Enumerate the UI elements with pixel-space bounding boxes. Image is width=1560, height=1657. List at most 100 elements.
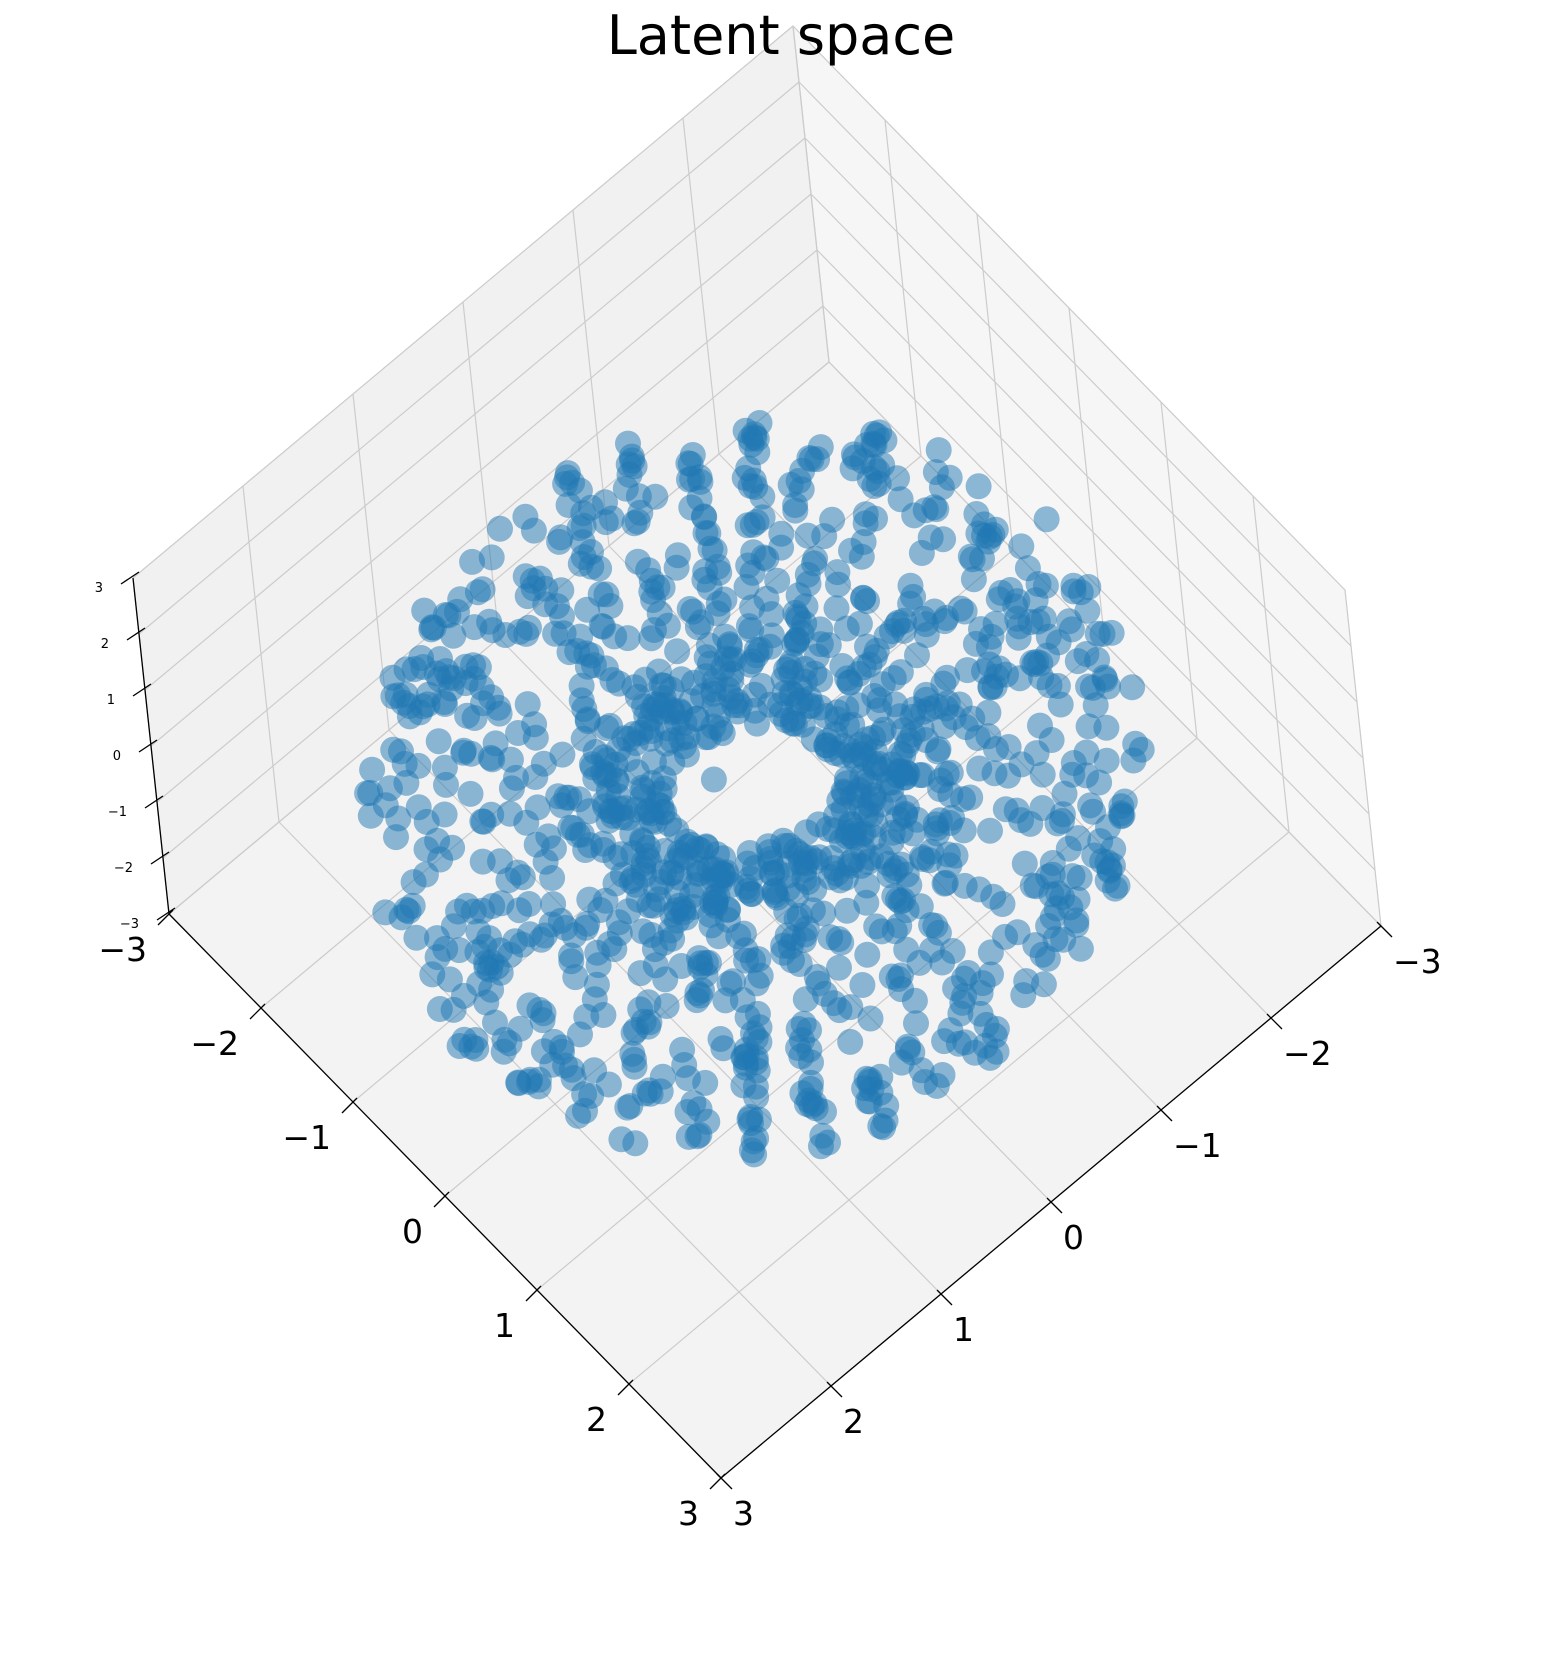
- scatter-point: [916, 695, 943, 722]
- scatter-point: [804, 446, 831, 473]
- scatter-point: [837, 852, 864, 879]
- scatter-point: [928, 474, 955, 501]
- scatter-point: [865, 750, 892, 777]
- scatter-point: [1019, 872, 1046, 899]
- scatter-point: [1038, 727, 1065, 753]
- scatter-point: [638, 625, 665, 652]
- scatter-point: [425, 728, 452, 755]
- scatter-point: [908, 540, 935, 566]
- scatter-point: [590, 1002, 617, 1028]
- y-tick-label: 2: [843, 1402, 864, 1441]
- right-wall-grid-z: [792, 25, 1346, 591]
- scatter-point: [834, 897, 860, 924]
- scatter-point: [744, 439, 771, 466]
- scatter-point: [825, 926, 852, 952]
- scatter-point: [854, 588, 880, 615]
- scatter-point: [477, 744, 504, 771]
- scatter-point: [1039, 850, 1066, 876]
- scatter-point: [977, 939, 1004, 966]
- scatter-point: [826, 997, 853, 1024]
- chart-title: Latent space: [607, 4, 956, 67]
- scatter-point: [977, 817, 1003, 844]
- left-wall-grid-z: [132, 25, 794, 579]
- scatter-point: [837, 1028, 864, 1055]
- x-tick-label: −2: [190, 1024, 239, 1063]
- y-tick-mark: [716, 1473, 733, 1490]
- scatter-point: [975, 723, 1002, 750]
- scatter-point: [1120, 747, 1147, 774]
- scatter-point: [966, 876, 993, 903]
- scatter-point: [458, 740, 485, 767]
- scatter-point: [487, 515, 513, 542]
- z-tick-mark: [138, 739, 158, 753]
- scatter-point: [744, 710, 770, 737]
- scatter-point: [482, 1009, 508, 1036]
- scatter-point: [823, 595, 850, 622]
- scatter-point: [628, 827, 655, 853]
- scatter-point: [743, 642, 770, 669]
- scatter-point: [871, 427, 898, 454]
- scatter-point: [888, 1049, 915, 1076]
- scatter-point: [782, 497, 809, 524]
- scatter-point: [529, 1007, 556, 1034]
- scatter-point: [1043, 895, 1070, 922]
- scatter-point: [469, 897, 496, 924]
- y-tick-mark: [826, 1381, 843, 1398]
- y-tick-mark: [1046, 1197, 1063, 1214]
- scatter-point: [1011, 850, 1038, 877]
- scatter-point: [794, 522, 821, 549]
- scatter-point: [770, 939, 797, 966]
- scatter-point: [503, 764, 529, 791]
- scatter-point: [748, 673, 775, 699]
- y-tick-label: 3: [733, 1494, 754, 1533]
- scatter-point: [790, 927, 817, 953]
- scatter-point: [710, 654, 737, 681]
- scatter-point: [1063, 907, 1090, 934]
- scatter-point: [862, 505, 888, 532]
- scatter-point: [669, 1036, 696, 1063]
- scatter-point: [637, 1080, 664, 1107]
- scatter-point: [670, 899, 697, 926]
- scatter-point: [901, 502, 928, 529]
- scatter-point: [597, 593, 624, 619]
- z-tick-label: 2: [101, 637, 109, 652]
- scatter-point: [813, 703, 840, 729]
- scatter-point: [1102, 875, 1128, 902]
- x-tick-mark: [157, 909, 174, 926]
- scatter-point: [646, 600, 673, 627]
- scatter-point: [469, 848, 496, 875]
- y-tick-label: −3: [1393, 942, 1442, 981]
- scatter-point: [627, 960, 654, 987]
- scatter-point: [678, 494, 705, 521]
- scatter-point: [942, 975, 969, 1002]
- scatter-point: [597, 712, 623, 739]
- scatter-point: [458, 1033, 485, 1060]
- scatter-point: [904, 642, 930, 669]
- scatter-point: [505, 720, 532, 746]
- z-tick-label: 1: [107, 693, 115, 708]
- scatter-point: [621, 1053, 648, 1080]
- scatter-point: [1098, 619, 1125, 646]
- scatter-point: [568, 821, 595, 848]
- scatter-point: [636, 1009, 663, 1036]
- axes-panes: [132, 24, 1382, 1479]
- scatter-point: [632, 666, 659, 693]
- scatter-point: [989, 891, 1016, 917]
- scatter-point: [931, 713, 958, 740]
- scatter-point: [552, 470, 579, 497]
- scatter-point: [814, 736, 841, 763]
- scatter-point: [1047, 691, 1074, 718]
- scatter-point: [954, 657, 981, 684]
- scatter-point: [513, 809, 540, 836]
- scatter-point: [592, 793, 619, 820]
- scatter-point: [1017, 810, 1044, 837]
- scatter-point: [440, 996, 467, 1023]
- scatter-point: [1008, 533, 1035, 560]
- scatter-point: [522, 764, 549, 790]
- scatter-point: [663, 554, 690, 581]
- scatter-point: [789, 1080, 816, 1107]
- scatter-point: [839, 711, 866, 738]
- scatter-point: [826, 954, 852, 981]
- scatter-point: [418, 616, 445, 643]
